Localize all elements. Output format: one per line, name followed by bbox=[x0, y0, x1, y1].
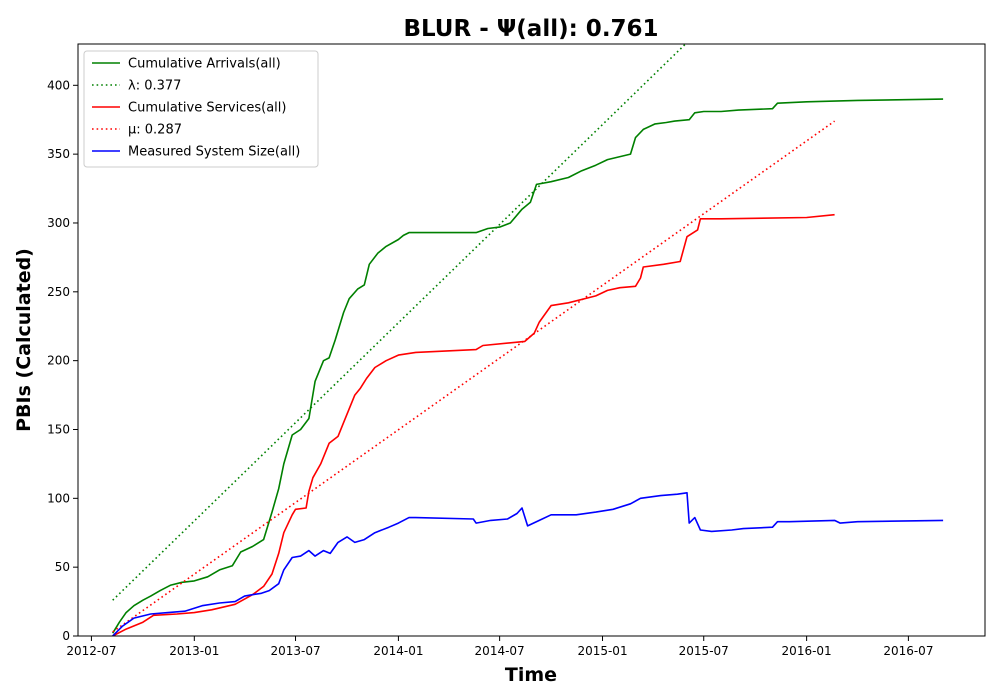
legend-label: Measured System Size(all) bbox=[128, 145, 300, 160]
y-tick-label: 50 bbox=[55, 560, 70, 574]
y-tick-label: 200 bbox=[47, 354, 70, 368]
y-tick-label: 0 bbox=[62, 629, 70, 643]
x-tick-label: 2013-01 bbox=[169, 644, 219, 658]
y-axis-label: PBIs (Calculated) bbox=[13, 248, 35, 432]
x-tick-label: 2015-07 bbox=[679, 644, 729, 658]
x-tick-label: 2014-07 bbox=[475, 644, 525, 658]
y-tick-label: 350 bbox=[47, 147, 70, 161]
y-tick-label: 150 bbox=[47, 422, 70, 436]
x-axis-label: Time bbox=[505, 664, 557, 686]
x-tick-label: 2012-07 bbox=[66, 644, 116, 658]
x-tick-label: 2015-01 bbox=[577, 644, 627, 658]
y-tick-label: 400 bbox=[47, 78, 70, 92]
y-tick-label: 300 bbox=[47, 216, 70, 230]
x-tick-label: 2013-07 bbox=[270, 644, 320, 658]
x-tick-label: 2014-01 bbox=[373, 644, 423, 658]
x-tick-label: 2016-07 bbox=[883, 644, 933, 658]
chart-title: BLUR - Ψ(all): 0.761 bbox=[403, 16, 658, 42]
y-tick-label: 100 bbox=[47, 491, 70, 505]
legend: Cumulative Arrivals(all) λ: 0.377 Cumulati… bbox=[84, 51, 318, 167]
legend-label: λ: 0.377 bbox=[128, 79, 181, 94]
x-tick-label: 2016-01 bbox=[782, 644, 832, 658]
legend-label: Cumulative Services(all) bbox=[128, 101, 286, 116]
legend-label: μ: 0.287 bbox=[128, 123, 182, 138]
y-tick-label: 250 bbox=[47, 285, 70, 299]
legend-label: Cumulative Arrivals(all) bbox=[128, 57, 281, 72]
